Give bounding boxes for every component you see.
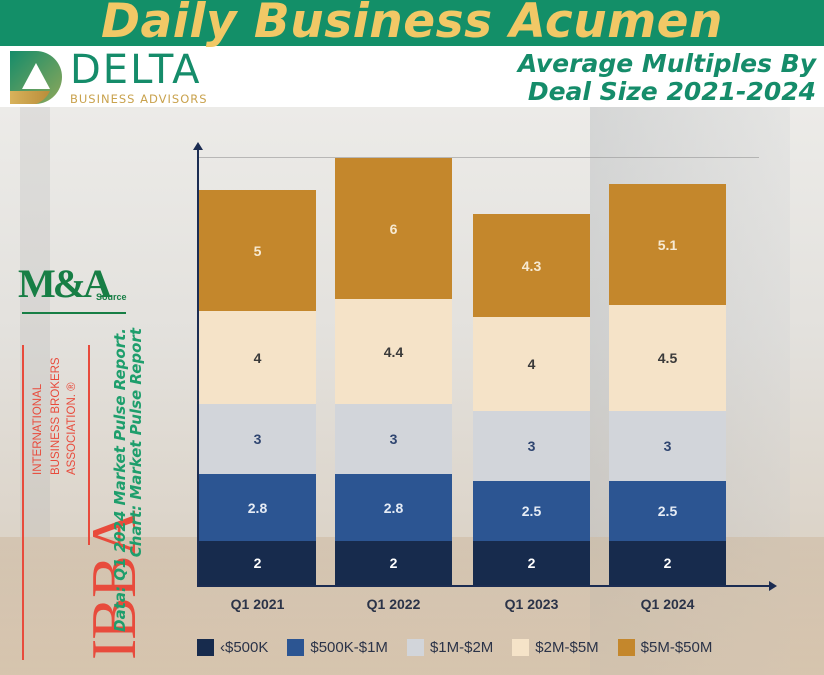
segment-5m-50m: 4.3 <box>473 214 590 317</box>
segment-2m-5m: 4 <box>473 317 590 411</box>
ibba-rule-left <box>22 345 24 660</box>
segment-5m-50m: 6 <box>335 158 452 299</box>
segment-500k-1m: 2.5 <box>473 481 590 541</box>
header-band <box>0 0 824 46</box>
ma-source-word: Source <box>96 292 127 302</box>
segment-under-500k: 2 <box>473 541 590 585</box>
segment-2m-5m: 4.4 <box>335 299 452 404</box>
segment-value: 3 <box>253 431 262 447</box>
ibba-logo: IBBA INTERNATIONAL BUSINESS BROKERS ASSO… <box>22 345 149 660</box>
segment-1m-2m: 3 <box>473 411 590 481</box>
segment-value: 2.5 <box>657 503 678 519</box>
segment-value: 4.3 <box>521 257 542 274</box>
legend-label: ‹$500K <box>220 638 269 656</box>
legend-swatch <box>617 638 635 656</box>
bar-q1-2022: 2 2.8 3 4.4 6 <box>335 158 452 585</box>
segment-2m-5m: 4 <box>199 311 316 404</box>
legend-label: $5M-$50M <box>640 638 713 656</box>
bar-q1-2023: 2 2.5 3 4 4.3 <box>473 214 590 585</box>
segment-5m-50m: 5.1 <box>609 184 726 305</box>
subtitle-line-1: Average Multiples By <box>517 49 816 78</box>
chart-gridline <box>199 157 759 158</box>
segment-5m-50m: 5 <box>199 190 316 311</box>
legend-swatch <box>406 638 424 656</box>
legend-item-2m-5m: $2M-$5M <box>512 638 599 656</box>
legend-item-500k-1m: $500K-$1M <box>287 638 388 656</box>
segment-value: 2.8 <box>247 499 268 516</box>
main-title: Daily Business Acumen <box>100 0 724 49</box>
legend-item-1m-2m: $1M-$2M <box>406 638 494 656</box>
delta-logo-tagline: BUSINESS ADVISORS <box>70 92 208 106</box>
delta-logo: DELTA BUSINESS ADVISORS <box>10 49 235 107</box>
chart-subtitle: Average Multiples By Deal Size 2021-2024 <box>518 50 816 106</box>
segment-value: 6 <box>389 220 398 237</box>
segment-value: 2 <box>389 555 398 571</box>
logo-band <box>0 46 824 107</box>
segment-value: 2.8 <box>383 499 404 516</box>
segment-value: 4.5 <box>657 350 678 366</box>
segment-500k-1m: 2.5 <box>609 481 726 541</box>
delta-logo-word: DELTA <box>70 47 202 93</box>
y-axis <box>197 147 199 586</box>
segment-value: 2 <box>253 555 262 571</box>
ibba-rule-right <box>88 345 90 545</box>
bar-q1-2024: 2 2.5 3 4.5 5.1 <box>609 184 726 585</box>
segment-value: 4 <box>527 356 536 372</box>
legend-swatch <box>197 638 214 656</box>
x-tick-label: Q1 2024 <box>640 596 695 612</box>
segment-value: 2.5 <box>521 503 542 519</box>
segment-500k-1m: 2.8 <box>335 474 452 541</box>
delta-logo-icon <box>10 51 62 104</box>
segment-1m-2m: 3 <box>199 404 316 474</box>
legend-label: $2M-$5M <box>535 638 599 656</box>
segment-value: 2 <box>663 555 672 571</box>
segment-value: 5 <box>253 242 262 259</box>
segment-1m-2m: 3 <box>609 411 726 481</box>
background-wall <box>20 107 50 537</box>
ma-source-underline <box>22 312 126 314</box>
segment-value: 3 <box>663 438 672 454</box>
segment-value: 3 <box>389 431 398 447</box>
segment-under-500k: 2 <box>199 541 316 585</box>
segment-value: 2 <box>527 555 536 571</box>
x-tick-label: Q1 2021 <box>230 596 285 612</box>
ma-source-logo: M&A Source <box>18 262 130 320</box>
legend-swatch <box>287 638 305 656</box>
legend-item-5m-50m: $5M-$50M <box>617 638 713 656</box>
legend-label: $500K-$1M <box>310 638 388 656</box>
segment-value: 4.4 <box>383 343 404 360</box>
segment-value: 4 <box>253 349 262 366</box>
segment-1m-2m: 3 <box>335 404 452 474</box>
bar-q1-2021: 2 2.8 3 4 5 <box>199 190 316 585</box>
segment-under-500k: 2 <box>335 541 452 585</box>
legend-item-under-500k: ‹$500K <box>197 638 269 656</box>
subtitle-line-2: Deal Size 2021-2024 <box>527 77 816 106</box>
segment-2m-5m: 4.5 <box>609 305 726 411</box>
segment-value: 3 <box>527 438 536 454</box>
x-axis-arrow-icon <box>769 581 777 591</box>
chart-legend: ‹$500K $500K-$1M $1M-$2M $2M-$5M $5M-$50… <box>197 636 731 658</box>
y-axis-arrow-icon <box>193 142 203 150</box>
x-axis <box>197 585 771 587</box>
ma-source-mark: M&A <box>18 261 112 306</box>
segment-500k-1m: 2.8 <box>199 474 316 541</box>
legend-swatch <box>512 638 530 656</box>
x-tick-label: Q1 2023 <box>504 596 559 612</box>
segment-value: 5.1 <box>657 236 678 253</box>
x-tick-label: Q1 2022 <box>366 596 421 612</box>
legend-label: $1M-$2M <box>429 638 494 656</box>
segment-under-500k: 2 <box>609 541 726 585</box>
